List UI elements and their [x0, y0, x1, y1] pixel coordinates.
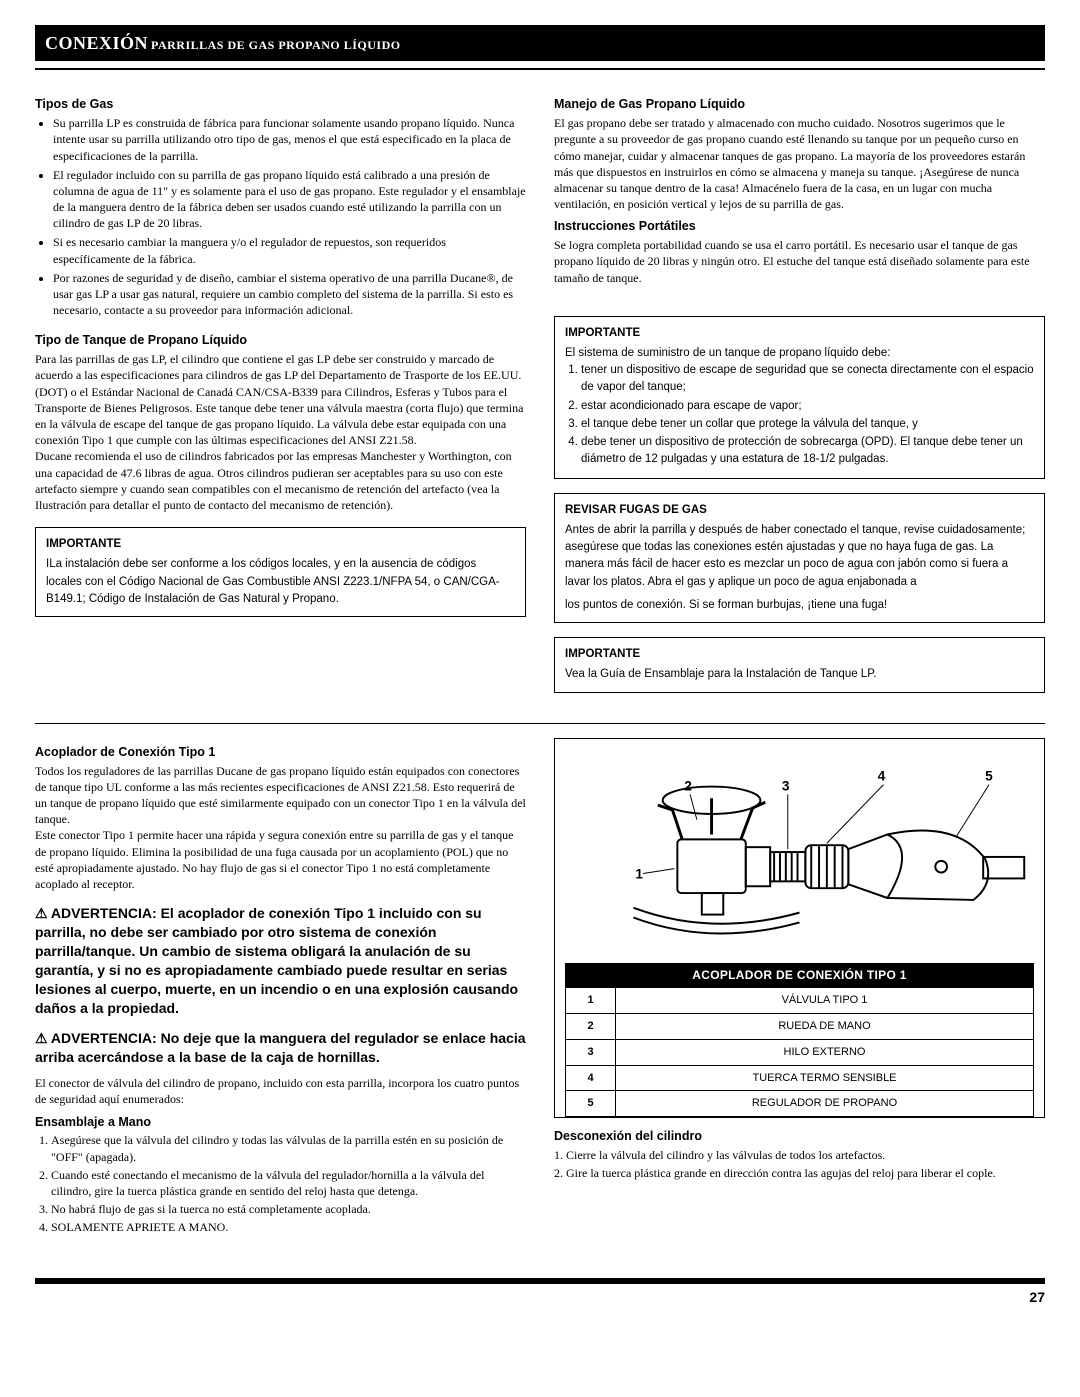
- ensam-head: Ensamblaje a Mano: [35, 1114, 526, 1131]
- section-bottom: Acoplador de Conexión Tipo 1 Todos los r…: [35, 738, 1045, 1238]
- diag-label-3: 3: [782, 778, 790, 793]
- list-item: Cierre la válvula del cilindro y las vál…: [554, 1147, 1045, 1163]
- diagram-box: 1 2 3 4 5 ACOPLADOR DE CONEXIÓN TIPO 1 1…: [554, 738, 1045, 1119]
- manejo-head: Manejo de Gas Propano Líquido: [554, 96, 1045, 113]
- box-title: REVISAR FUGAS DE GAS: [565, 502, 1034, 519]
- importante-box-2: IMPORTANTE El sistema de suministro de u…: [554, 316, 1045, 479]
- list-item: tener un dispositivo de escape de seguri…: [581, 362, 1034, 397]
- list-item: debe tener un dispositivo de protección …: [581, 434, 1034, 469]
- title-small: PARRILLAS DE GAS PROPANO LÍQUIDO: [151, 38, 401, 52]
- title-bar: CONEXIÓN PARRILLAS DE GAS PROPANO LÍQUID…: [35, 25, 1045, 61]
- conn-p: El conector de válvula del cilindro de p…: [35, 1075, 526, 1107]
- box-title: IMPORTANTE: [46, 536, 515, 553]
- box-list: tener un dispositivo de escape de seguri…: [565, 362, 1034, 469]
- importante-box-3: IMPORTANTE Vea la Guía de Ensamblaje par…: [554, 637, 1045, 693]
- page-number: 27: [35, 1288, 1045, 1307]
- bullet: Su parrilla LP es construida de fábrica …: [53, 115, 526, 164]
- box-text: los puntos de conexión. Si se forman bur…: [565, 597, 1034, 614]
- diag-label-1: 1: [635, 866, 643, 881]
- section-divider: [35, 723, 1045, 724]
- port-p: Se logra completa portabilidad cuando se…: [554, 237, 1045, 286]
- diag-label-2: 2: [684, 778, 692, 793]
- acop-p1: Todos los reguladores de las parrillas D…: [35, 763, 526, 828]
- fugas-box: REVISAR FUGAS DE GAS Antes de abrir la p…: [554, 493, 1045, 624]
- list-item: Gire la tuerca plástica grande en direcc…: [554, 1165, 1045, 1181]
- box-title: IMPORTANTE: [565, 325, 1034, 342]
- table-row: 5REGULADOR DE PROPANO: [566, 1091, 1034, 1117]
- col-right-bottom: 1 2 3 4 5 ACOPLADOR DE CONEXIÓN TIPO 1 1…: [554, 738, 1045, 1238]
- table-row: 2RUEDA DE MANO: [566, 1013, 1034, 1039]
- tipos-head: Tipos de Gas: [35, 96, 526, 113]
- table-row: 1VÁLVULA TIPO 1: [566, 988, 1034, 1014]
- col-right-top: Manejo de Gas Propano Líquido El gas pro…: [554, 90, 1045, 702]
- list-item: estar acondicionado para escape de vapor…: [581, 398, 1034, 415]
- tanque-head: Tipo de Tanque de Propano Líquido: [35, 332, 526, 349]
- bullet: Por razones de seguridad y de diseño, ca…: [53, 270, 526, 319]
- list-item: Cuando esté conectando el mecanismo de l…: [51, 1167, 526, 1199]
- tanque-p2: Ducane recomienda el uso de cilindros fa…: [35, 448, 526, 513]
- acop-head: Acoplador de Conexión Tipo 1: [35, 744, 526, 761]
- bullet: Si es necesario cambiar la manguera y/o …: [53, 234, 526, 266]
- col-left-bottom: Acoplador de Conexión Tipo 1 Todos los r…: [35, 738, 526, 1238]
- desc-list: Cierre la válvula del cilindro y las vál…: [554, 1147, 1045, 1181]
- port-head: Instrucciones Portátiles: [554, 218, 1045, 235]
- coupling-diagram: 1 2 3 4 5: [565, 749, 1034, 959]
- parts-table-title: ACOPLADOR DE CONEXIÓN TIPO 1: [565, 963, 1034, 987]
- diag-label-5: 5: [985, 768, 993, 783]
- parts-table: 1VÁLVULA TIPO 1 2RUEDA DE MANO 3HILO EXT…: [565, 987, 1034, 1117]
- tipos-bullets: Su parrilla LP es construida de fábrica …: [35, 115, 526, 318]
- ensam-list: Asegúrese que la válvula del cilindro y …: [35, 1132, 526, 1235]
- box-text: Vea la Guía de Ensamblaje para la Instal…: [565, 666, 1034, 683]
- diag-label-4: 4: [878, 768, 886, 783]
- list-item: SOLAMENTE APRIETE A MANO.: [51, 1219, 526, 1235]
- warning-1: ⚠ ADVERTENCIA: El acoplador de conexión …: [35, 904, 526, 1017]
- acop-p2: Este conector Tipo 1 permite hacer una r…: [35, 827, 526, 892]
- list-item: No habrá flujo de gas si la tuerca no es…: [51, 1201, 526, 1217]
- list-item: el tanque debe tener un collar que prote…: [581, 416, 1034, 433]
- table-row: 3HILO EXTERNO: [566, 1039, 1034, 1065]
- bullet: El regulador incluido con su parrilla de…: [53, 167, 526, 232]
- box-text: Antes de abrir la parrilla y después de …: [565, 522, 1034, 591]
- table-row: 4TUERCA TERMO SENSIBLE: [566, 1065, 1034, 1091]
- title-big: CONEXIÓN: [45, 33, 148, 53]
- tanque-p1: Para las parrillas de gas LP, el cilindr…: [35, 351, 526, 448]
- box-title: IMPORTANTE: [565, 646, 1034, 663]
- warning-2: ⚠ ADVERTENCIA: No deje que la manguera d…: [35, 1029, 526, 1067]
- section-top: Tipos de Gas Su parrilla LP es construid…: [35, 90, 1045, 702]
- footer-rule: [35, 1278, 1045, 1284]
- box-text: ILa instalación debe ser conforme a los …: [46, 556, 515, 608]
- importante-box-1: IMPORTANTE ILa instalación debe ser conf…: [35, 527, 526, 617]
- box-lead: El sistema de suministro de un tanque de…: [565, 345, 1034, 362]
- desc-head: Desconexión del cilindro: [554, 1128, 1045, 1145]
- col-left-top: Tipos de Gas Su parrilla LP es construid…: [35, 90, 526, 702]
- manejo-p: El gas propano debe ser tratado y almace…: [554, 115, 1045, 212]
- list-item: Asegúrese que la válvula del cilindro y …: [51, 1132, 526, 1164]
